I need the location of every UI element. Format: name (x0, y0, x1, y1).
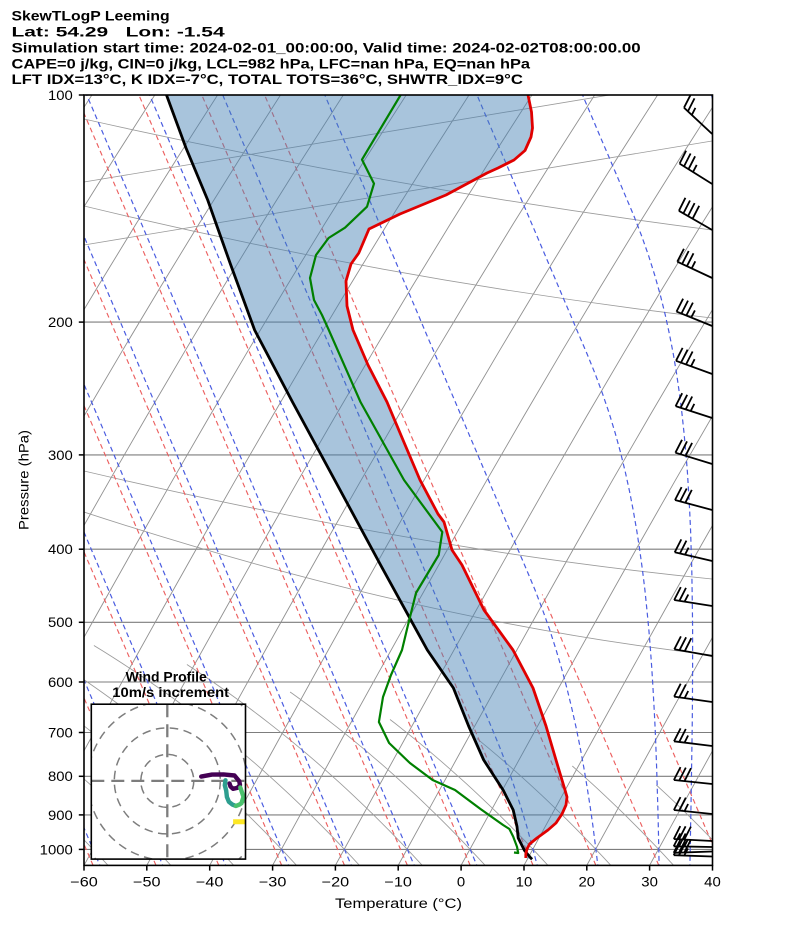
svg-text:400: 400 (48, 542, 73, 557)
svg-text:−60: −60 (70, 874, 98, 889)
svg-text:300: 300 (48, 448, 73, 463)
svg-text:700: 700 (48, 725, 73, 740)
svg-text:10: 10 (516, 874, 533, 889)
svg-text:Lat: 54.29 Lon: -1.54: Lat: 54.29 Lon: -1.54 (12, 24, 226, 40)
svg-text:40: 40 (704, 874, 721, 889)
svg-text:1000: 1000 (40, 842, 73, 857)
svg-text:SkewTLogP Leeming: SkewTLogP Leeming (12, 8, 170, 24)
svg-text:−50: −50 (133, 874, 161, 889)
svg-text:100: 100 (48, 88, 73, 103)
svg-text:0: 0 (457, 874, 465, 889)
svg-text:800: 800 (48, 769, 73, 784)
svg-text:Simulation start time: 2024-02: Simulation start time: 2024-02-01_00:00:… (12, 39, 642, 55)
svg-text:10m/s increment: 10m/s increment (112, 684, 229, 700)
svg-text:CAPE=0 j/kg, CIN=0 j/kg, LCL=9: CAPE=0 j/kg, CIN=0 j/kg, LCL=982 hPa, LF… (12, 55, 531, 71)
svg-text:−20: −20 (322, 874, 350, 889)
svg-text:500: 500 (48, 615, 73, 630)
svg-text:600: 600 (48, 675, 73, 690)
svg-text:−30: −30 (259, 874, 287, 889)
svg-text:900: 900 (48, 808, 73, 823)
svg-text:20: 20 (579, 874, 596, 889)
svg-text:200: 200 (48, 315, 73, 330)
svg-text:30: 30 (641, 874, 658, 889)
svg-text:Pressure (hPa): Pressure (hPa) (17, 430, 32, 530)
svg-text:−40: −40 (196, 874, 224, 889)
svg-text:Temperature (°C): Temperature (°C) (335, 896, 462, 911)
svg-text:Wind Profile: Wind Profile (126, 669, 207, 685)
svg-text:−10: −10 (384, 874, 412, 889)
svg-text:LFT IDX=13°C, K IDX=-7°C, TOTA: LFT IDX=13°C, K IDX=-7°C, TOTAL TOTS=36°… (12, 71, 523, 87)
